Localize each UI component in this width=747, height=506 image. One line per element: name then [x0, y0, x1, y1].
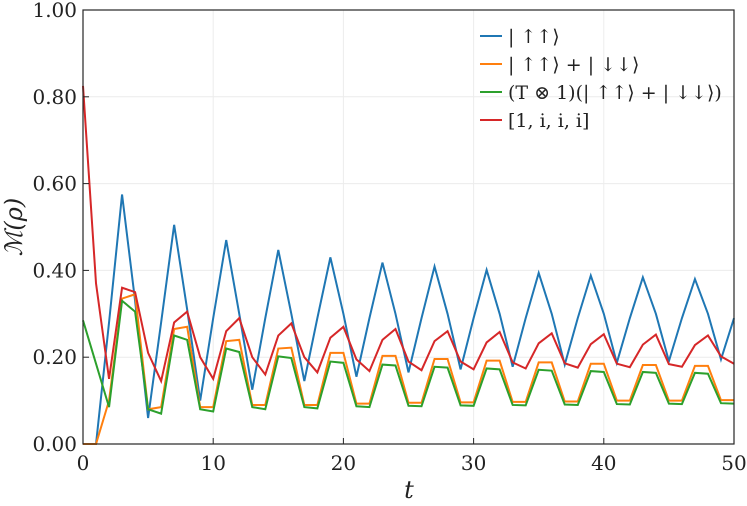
plot-frame: [82, 9, 735, 445]
series-line-0: [83, 194, 735, 445]
y-axis: 0.00 0.20 0.40 0.60 0.80 1.00: [32, 0, 89, 456]
x-tick-label-2: 20: [331, 451, 356, 475]
legend-label-2: (T ⊗ 1)(| ↑↑⟩ + | ↓↓⟩): [508, 82, 722, 104]
x-tick-label-3: 30: [461, 451, 486, 475]
legend: | ↑↑⟩ | ↑↑⟩ + | ↓↓⟩ (T ⊗ 1)(| ↑↑⟩ + | ↓↓⟩)…: [480, 26, 722, 132]
series-lines: [82, 85, 735, 445]
y-tick-label-1: 0.20: [32, 345, 77, 369]
y-tick-label-0: 0.00: [32, 432, 77, 456]
series-line-2: [82, 298, 735, 415]
x-axis-label: t: [404, 476, 414, 504]
y-tick-label-3: 0.60: [32, 172, 77, 196]
legend-label-0: | ↑↑⟩: [508, 26, 560, 48]
x-tick-label-4: 40: [591, 451, 616, 475]
y-tick-label-5: 1.00: [32, 0, 77, 22]
x-tick-label-5: 50: [721, 451, 746, 475]
series-line-3: [82, 85, 735, 385]
legend-label-3: [1, i, i, i]: [508, 110, 589, 132]
x-tick-label-0: 0: [77, 451, 90, 475]
legend-label-1: | ↑↑⟩ + | ↓↓⟩: [508, 54, 639, 76]
y-axis-label: ℳ(ρ): [0, 198, 28, 257]
x-axis: 0 10 20 30 40 50: [77, 438, 747, 475]
y-tick-label-4: 0.80: [32, 85, 77, 109]
y-tick-label-2: 0.40: [32, 258, 77, 282]
x-tick-label-1: 10: [200, 451, 225, 475]
